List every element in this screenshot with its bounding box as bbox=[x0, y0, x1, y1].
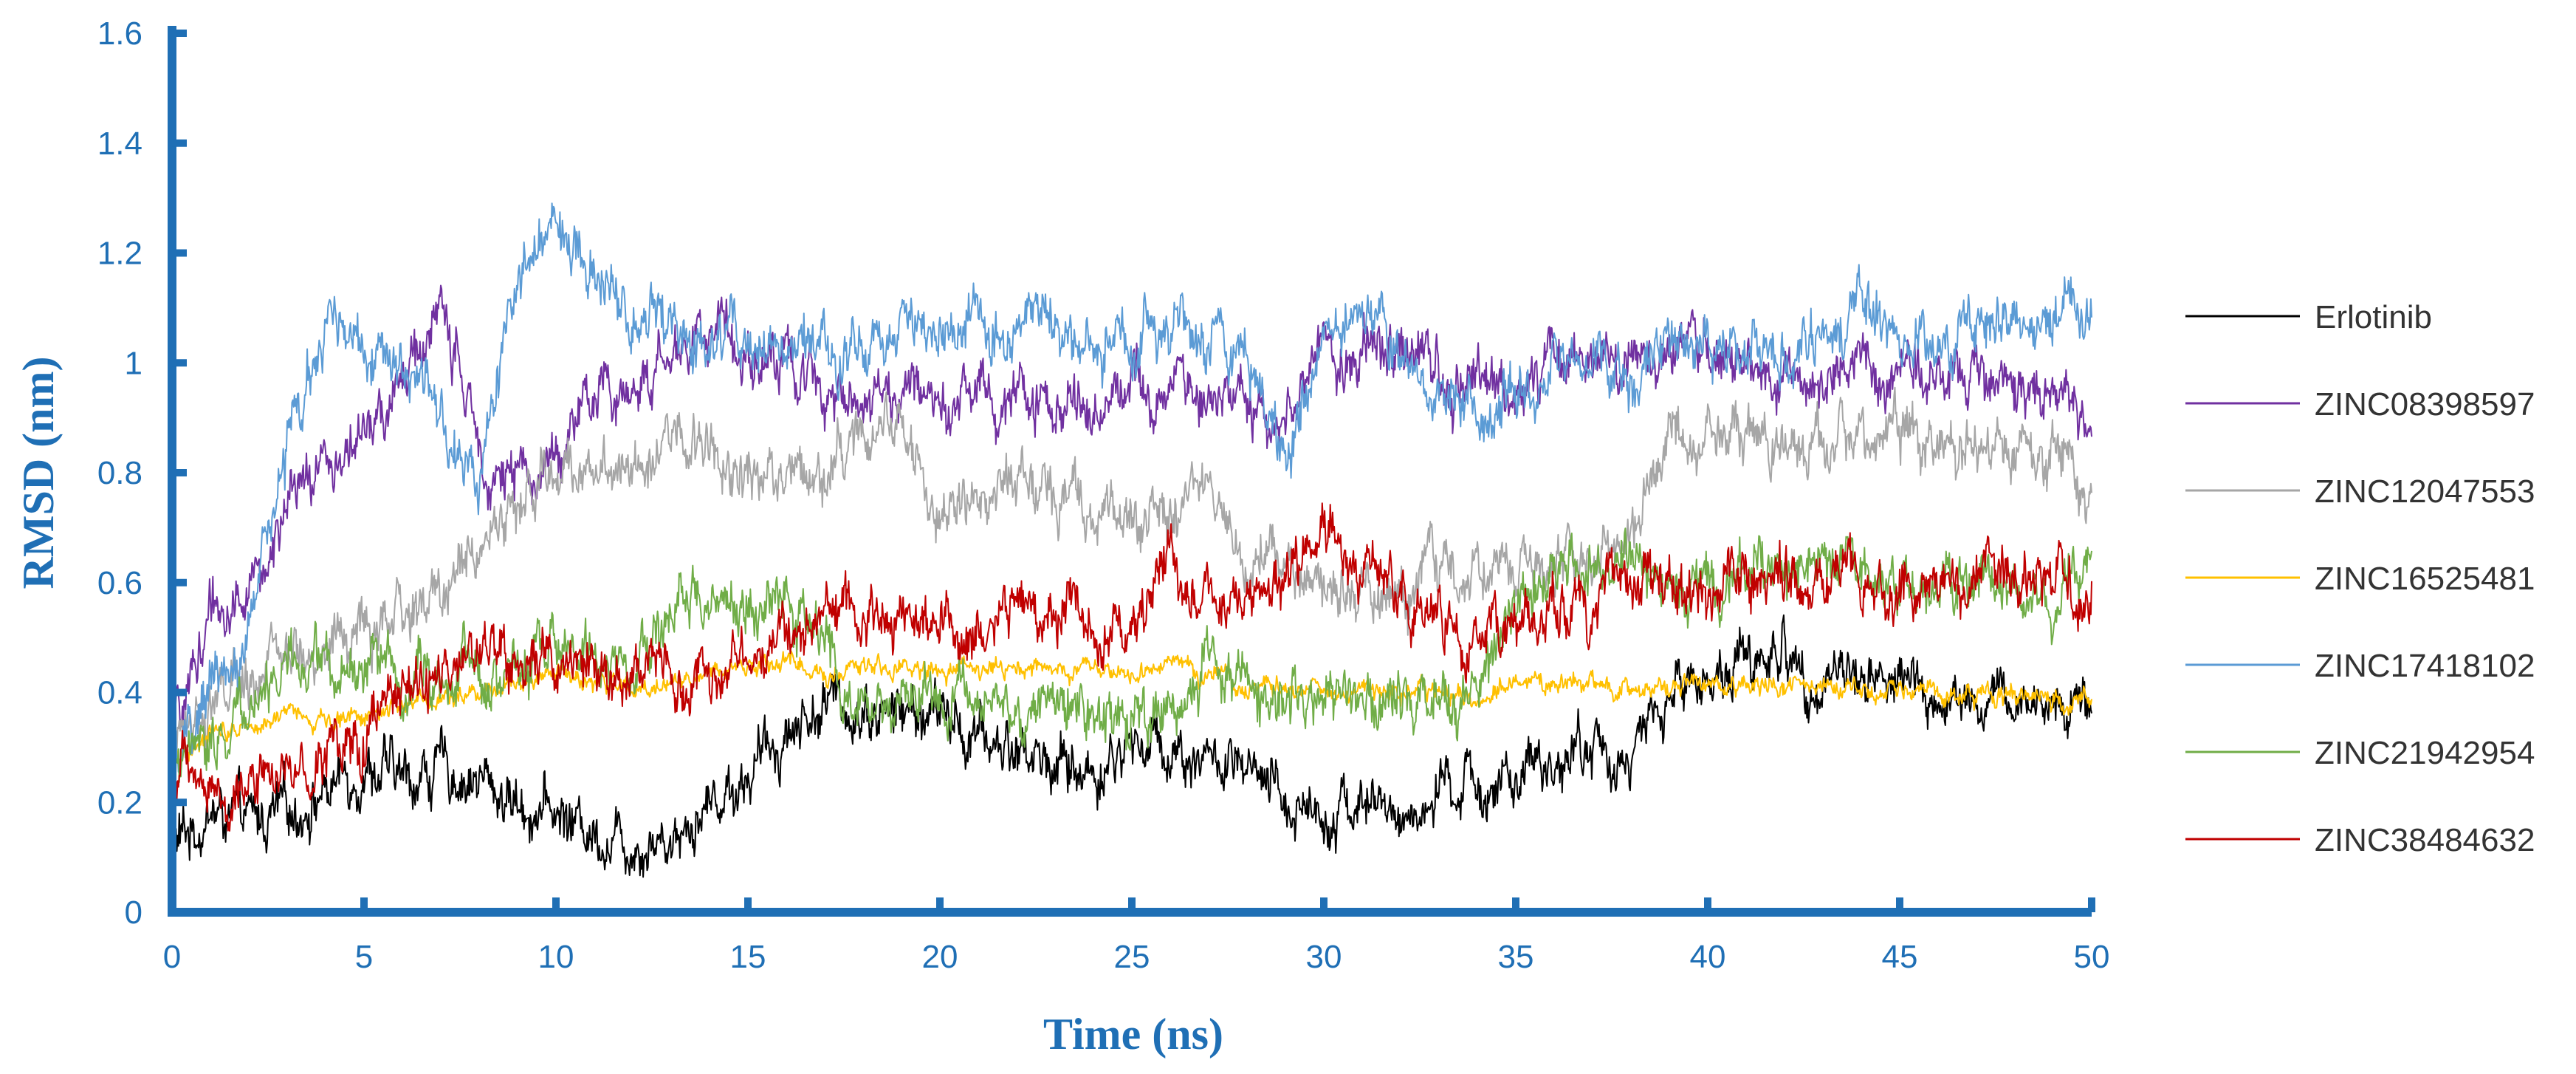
series-line-zinc38484632 bbox=[171, 502, 2092, 832]
series-line-erlotinib bbox=[171, 614, 2092, 878]
legend: Erlotinib ZINC08398597 ZINC12047553 ZINC165… bbox=[2185, 299, 2535, 858]
y-tick-label: 0.8 bbox=[97, 455, 142, 491]
legend-item-zinc21942954: ZINC21942954 bbox=[2185, 735, 2535, 771]
x-tick-label: 50 bbox=[2074, 939, 2110, 975]
legend-item-zinc16525481: ZINC16525481 bbox=[2185, 561, 2535, 597]
y-tick-label: 0.6 bbox=[97, 565, 142, 601]
y-axis-title: RMSD (nm) bbox=[14, 357, 63, 589]
series-line-zinc17418102 bbox=[171, 202, 2092, 776]
legend-label: ZINC38484632 bbox=[2315, 822, 2535, 858]
legend-item-zinc08398597: ZINC08398597 bbox=[2185, 386, 2535, 423]
y-tick-label: 0.4 bbox=[97, 675, 142, 711]
x-tick-label: 35 bbox=[1498, 939, 1534, 975]
x-tick-labels: 0 5 10 15 20 25 30 35 40 45 50 bbox=[163, 939, 2110, 975]
x-tick-label: 5 bbox=[355, 939, 373, 975]
y-tick-label: 1.4 bbox=[97, 126, 142, 162]
x-tick-label: 25 bbox=[1114, 939, 1150, 975]
y-tick-label: 1.6 bbox=[97, 16, 142, 52]
y-tick-label: 0.2 bbox=[97, 784, 142, 821]
x-tick-label: 0 bbox=[163, 939, 181, 975]
y-tick-label: 1 bbox=[125, 345, 142, 381]
legend-label: ZINC16525481 bbox=[2315, 561, 2535, 597]
legend-item-zinc17418102: ZINC17418102 bbox=[2185, 648, 2535, 684]
legend-item-zinc12047553: ZINC12047553 bbox=[2185, 473, 2535, 510]
plot-area bbox=[171, 202, 2092, 878]
legend-item-zinc38484632: ZINC38484632 bbox=[2185, 822, 2535, 858]
x-tick-label: 20 bbox=[922, 939, 958, 975]
y-tick-label: 1.2 bbox=[97, 236, 142, 272]
series-line-zinc12047553 bbox=[171, 386, 2092, 773]
legend-label: Erlotinib bbox=[2315, 299, 2432, 335]
legend-label: ZINC08398597 bbox=[2315, 386, 2535, 423]
legend-label: ZINC12047553 bbox=[2315, 473, 2535, 510]
legend-label: ZINC17418102 bbox=[2315, 648, 2535, 684]
x-tick-label: 10 bbox=[538, 939, 574, 975]
legend-item-erlotinib: Erlotinib bbox=[2185, 299, 2432, 335]
legend-label: ZINC21942954 bbox=[2315, 735, 2535, 771]
x-tick-label: 30 bbox=[1306, 939, 1342, 975]
x-tick-label: 40 bbox=[1690, 939, 1726, 975]
axes bbox=[168, 26, 2095, 917]
x-tick-label: 15 bbox=[730, 939, 766, 975]
y-tick-label: 0 bbox=[125, 895, 142, 931]
x-axis-title: Time (ns) bbox=[1043, 1010, 1223, 1058]
series-line-zinc21942954 bbox=[171, 527, 2092, 807]
x-tick-label: 45 bbox=[1882, 939, 1918, 975]
y-tick-labels: 0 0.2 0.4 0.6 0.8 1 1.2 1.4 1.6 bbox=[97, 16, 142, 931]
